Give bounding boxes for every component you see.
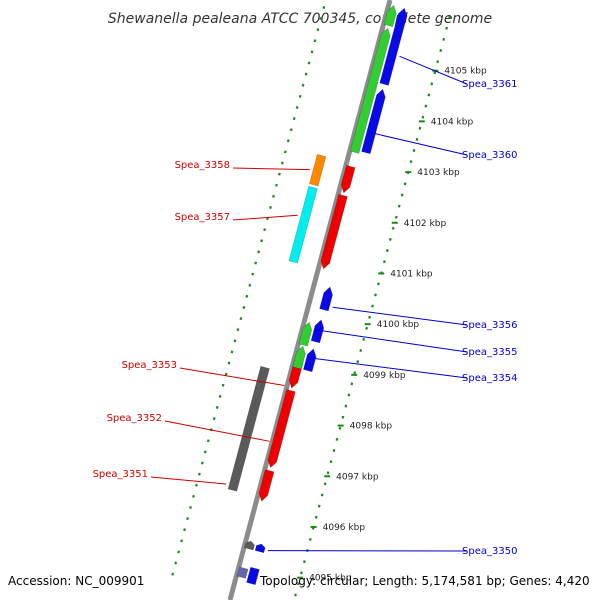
gene-Spea_3360	[349, 27, 391, 154]
gene-label-Spea_3361: Spea_3361	[462, 79, 517, 90]
label-leader-line	[150, 476, 227, 485]
gene-Spea_3351	[227, 365, 270, 492]
gene-shape	[349, 27, 391, 154]
gene-Spea_3355	[298, 321, 313, 347]
gene-shape	[361, 88, 386, 155]
kbp-tick-label: 4099 kbp	[363, 371, 406, 381]
gene-label-Spea_3354: Spea_3354	[462, 373, 517, 384]
label-leader-line	[399, 55, 468, 85]
gene-purple-lower	[236, 566, 249, 579]
kbp-tick-label: 4103 kbp	[417, 168, 460, 178]
kbp-ticks: 4095 kbp 4096 kbp 4097 kbp 4098 kbp 4099 kbp…	[297, 67, 487, 584]
kbp-tick-label: 4100 kbp	[377, 320, 420, 330]
label-leader-line	[307, 357, 468, 379]
gene-shape	[288, 185, 318, 264]
gene-shape	[340, 164, 356, 194]
gene-red-3358	[340, 164, 356, 194]
kbp-tick-label: 4098 kbp	[350, 422, 393, 432]
gene-shape	[303, 348, 317, 373]
gene-label-Spea_3357: Spea_3357	[175, 212, 230, 223]
genome-title: Shewanella pealeana ATCC 700345, complet…	[108, 11, 492, 27]
gene-Spea_3354	[292, 345, 306, 370]
kbp-tick-label: 4101 kbp	[390, 269, 433, 279]
gene-blue-lower	[246, 566, 260, 586]
label-leader-line	[367, 131, 468, 156]
gene-Spea_3353	[267, 389, 296, 469]
gene-Spea_3356	[319, 286, 333, 312]
gene-shape	[292, 345, 306, 370]
accession-text: Accession: NC_009901	[8, 574, 145, 588]
gene-features	[227, 4, 408, 586]
gene-Spea_3357	[288, 185, 318, 264]
gene-red-3357	[320, 193, 348, 270]
gene-shape	[319, 286, 333, 312]
gene-blue-3360	[361, 88, 386, 155]
gene-gray-3350	[244, 540, 255, 551]
gene-shape	[236, 566, 249, 579]
gene-shape	[383, 4, 397, 28]
gene-shape	[320, 193, 348, 270]
gene-blue-3354	[303, 348, 317, 373]
left-dotted-guide	[169, 0, 327, 585]
gene-green-top	[383, 4, 397, 28]
gene-Spea_3350	[254, 543, 266, 554]
label-leader-line	[315, 329, 468, 353]
gene-label-Spea_3352: Spea_3352	[107, 413, 162, 424]
sequence-backbone	[227, 0, 393, 600]
gene-label-Spea_3360: Spea_3360	[462, 150, 517, 161]
gene-label-Spea_3355: Spea_3355	[462, 347, 517, 358]
gene-shape	[246, 566, 260, 586]
gene-labels: Spea_3361 Spea_3360 Spea_3358 Spea_3357 Spea…	[93, 55, 517, 557]
gene-label-Spea_3350: Spea_3350	[462, 546, 517, 557]
gene-shape	[258, 469, 275, 502]
kbp-tick-label: 4105 kbp	[444, 67, 487, 77]
kbp-tick-label: 4104 kbp	[431, 117, 474, 127]
gene-blue-3355	[310, 319, 325, 344]
label-leader-line	[232, 214, 298, 221]
label-leader-line	[332, 306, 468, 326]
label-leader-line	[232, 167, 310, 171]
gene-label-Spea_3358: Spea_3358	[175, 160, 230, 171]
kbp-tick-label: 4102 kbp	[404, 219, 447, 229]
gene-label-Spea_3353: Spea_3353	[122, 360, 177, 371]
gene-shape	[227, 365, 270, 492]
gene-shape	[379, 7, 408, 86]
gene-shape	[310, 319, 325, 344]
gene-shape	[309, 153, 327, 187]
gene-label-Spea_3351: Spea_3351	[93, 469, 148, 480]
gene-shape	[254, 543, 266, 554]
gene-label-Spea_3356: Spea_3356	[462, 320, 517, 331]
gene-Spea_3352	[258, 469, 275, 502]
genome-summary-text: Topology: circular; Length: 5,174,581 bp…	[260, 574, 590, 588]
kbp-tick-label: 4096 kbp	[323, 523, 366, 533]
kbp-tick-label: 4097 kbp	[336, 472, 379, 482]
gene-shape	[298, 321, 313, 347]
gene-Spea_3361	[379, 7, 408, 86]
label-leader-line	[179, 367, 285, 387]
gene-shape	[267, 389, 296, 469]
label-leader-line	[164, 420, 270, 442]
gene-Spea_3358	[309, 153, 327, 187]
gene-shape	[244, 540, 255, 551]
kbp-tick-label: 4095 kbp	[309, 574, 352, 584]
